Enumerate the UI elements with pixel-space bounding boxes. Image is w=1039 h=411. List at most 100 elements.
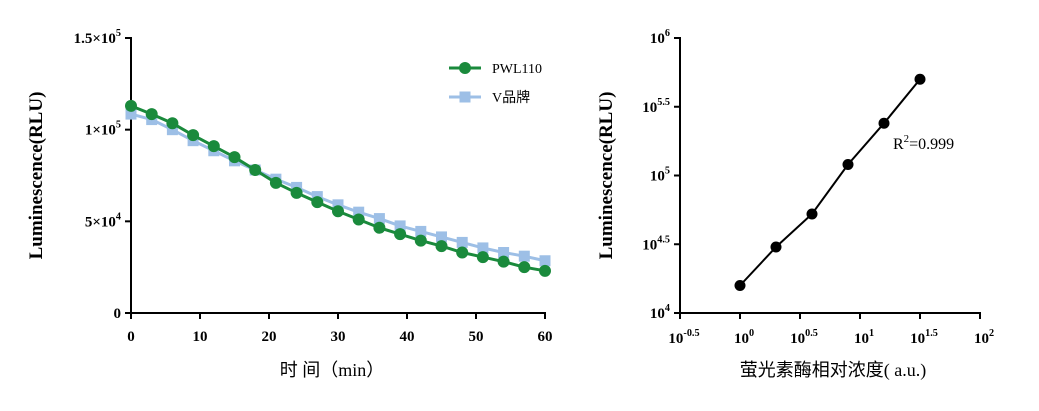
y-tick-label-exponent: 4.5	[657, 234, 670, 245]
y-tick-label: 5×104	[85, 211, 121, 230]
y-tick-label: 105.5	[642, 97, 670, 116]
y-tick-label: 106	[650, 28, 670, 47]
y-tick-label: 104	[650, 303, 670, 322]
data-point-0	[187, 129, 200, 142]
legend-marker-1	[459, 91, 471, 103]
x-tick-label-base: 10	[668, 331, 683, 347]
x-tick-label: 10	[193, 329, 208, 345]
legend-marker-0	[459, 62, 471, 74]
data-point-0	[414, 234, 427, 247]
r-squared-annotation-exponent: 2	[904, 133, 909, 145]
data-point	[770, 241, 782, 253]
y-tick-label-base: 10	[642, 237, 657, 253]
y-axis-title: Luminescence(RLU)	[26, 92, 47, 260]
legend-label: V品牌	[492, 89, 530, 106]
data-point-0	[207, 140, 220, 153]
data-point-1	[498, 247, 510, 258]
data-point-1	[539, 255, 551, 267]
data-point-0	[249, 164, 262, 176]
y-tick-label-exponent: 4	[665, 303, 670, 314]
x-tick-label-exponent: -0.5	[683, 328, 699, 339]
data-point-0	[476, 251, 489, 264]
y-axis-title: Luminescence(RLU)	[596, 92, 617, 260]
data-point-1	[353, 206, 365, 218]
y-tick-label-base: 5×10	[85, 214, 116, 230]
x-tick-label: 101.5	[910, 328, 938, 347]
data-point-1	[456, 236, 468, 248]
y-tick-label-exponent: 5	[116, 28, 121, 39]
data-point-1	[373, 213, 385, 225]
x-tick-label-exponent: 2	[989, 328, 994, 339]
x-tick-label-base: 10	[854, 331, 869, 347]
data-point-0	[311, 196, 324, 209]
x-tick-label: 100.5	[790, 328, 818, 347]
data-point-0	[228, 151, 241, 164]
x-tick-label: 101	[854, 328, 874, 347]
data-point-0	[332, 205, 344, 218]
data-point-1	[166, 124, 178, 136]
x-tick-label-exponent: 0.5	[805, 328, 818, 339]
data-point-0	[435, 240, 448, 253]
data-point-0	[352, 213, 365, 226]
y-tick-label-base: 1.5×10	[74, 31, 116, 47]
r-squared-annotation: R2=0.999	[893, 133, 954, 153]
x-tick-label: 30	[331, 329, 346, 345]
x-axis-title: 萤光素酶相对浓度( a.u.)	[740, 360, 926, 381]
y-tick-label-base: 1×10	[85, 123, 116, 139]
data-point-1	[477, 242, 489, 254]
x-tick-label: 102	[974, 328, 994, 347]
y-tick-label-base: 10	[650, 306, 665, 322]
x-tick-label-base: 10	[974, 331, 989, 347]
x-tick-label-base: 10	[790, 331, 805, 347]
x-tick-label-base: 10	[910, 331, 925, 347]
data-point-0	[518, 261, 531, 274]
data-point-1	[518, 250, 530, 262]
data-point-1	[415, 225, 427, 237]
x-tick-label-base: 10	[734, 331, 749, 347]
x-tick-label-exponent: 1.5	[925, 328, 938, 339]
x-tick-label: 100	[734, 328, 754, 347]
data-point-0	[497, 255, 510, 268]
data-point-0	[125, 99, 137, 112]
y-tick-label-base: 10	[642, 100, 657, 116]
data-point-0	[373, 221, 386, 234]
data-point-0	[394, 228, 407, 241]
x-tick-label: 20	[262, 329, 277, 345]
data-point	[842, 159, 854, 170]
legend-label: PWL110	[492, 62, 542, 77]
data-point-1	[332, 199, 344, 211]
y-tick-label-exponent: 4	[116, 211, 121, 222]
y-tick-label: 1.5×105	[74, 28, 121, 47]
data-point-0	[539, 264, 551, 277]
r-squared-annotation-rest: =0.999	[909, 136, 954, 153]
y-tick-label: 1×105	[85, 120, 121, 139]
data-point	[878, 117, 890, 129]
data-point	[914, 73, 926, 85]
y-tick-label-exponent: 5.5	[657, 97, 670, 108]
data-point-0	[456, 246, 469, 259]
x-tick-label: 60	[538, 329, 553, 345]
x-tick-label: 10-0.5	[668, 328, 699, 347]
y-tick-label: 0	[114, 306, 122, 322]
data-point	[734, 280, 746, 291]
y-tick-label-exponent: 5	[116, 120, 121, 131]
data-point-0	[269, 176, 282, 189]
x-tick-label: 50	[469, 329, 484, 345]
data-point-0	[145, 108, 158, 121]
data-point-0	[290, 186, 303, 199]
x-tick-label: 40	[400, 329, 415, 345]
data-point	[806, 208, 818, 220]
y-tick-label: 105	[650, 166, 670, 185]
y-tick-label: 104.5	[642, 234, 670, 253]
x-tick-label-exponent: 1	[869, 328, 874, 339]
x-tick-label-exponent: 0	[749, 328, 754, 339]
data-point-1	[436, 231, 447, 243]
y-tick-label-base: 10	[650, 169, 665, 185]
fit-line	[739, 78, 921, 287]
y-tick-label-base: 0	[114, 306, 122, 322]
data-point-0	[166, 117, 179, 130]
data-point-1	[125, 108, 137, 120]
x-tick-label: 0	[127, 329, 135, 345]
